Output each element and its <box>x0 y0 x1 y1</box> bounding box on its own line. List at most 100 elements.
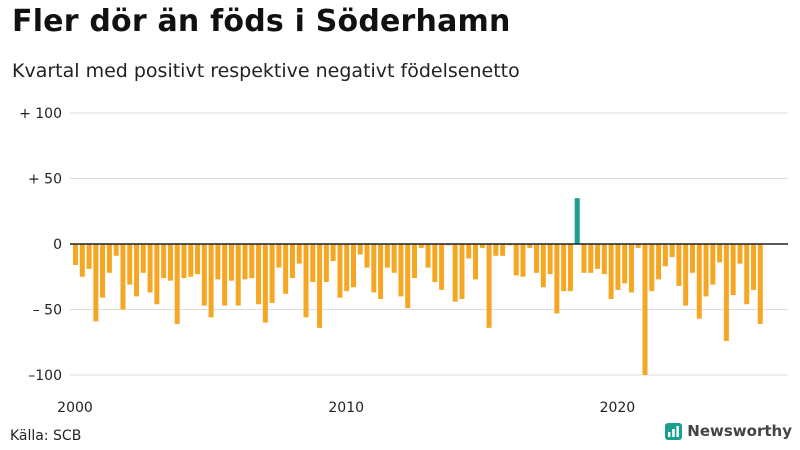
bar-2024-q1 <box>723 244 729 341</box>
bar-2011-q4 <box>391 244 397 273</box>
bar-2017-q1 <box>534 244 540 273</box>
bar-2015-q1 <box>479 244 485 248</box>
bar-2007-q1 <box>262 244 268 323</box>
bar-2021-q1 <box>642 244 648 375</box>
bar-2014-q2 <box>459 244 465 300</box>
bar-2014-q4 <box>473 244 479 280</box>
bar-2002-q3 <box>140 244 146 273</box>
bar-2013-q2 <box>432 244 438 282</box>
bar-2012-q4 <box>418 244 424 248</box>
bar-2021-q3 <box>656 244 662 280</box>
bar-2014-q1 <box>452 244 458 302</box>
bar-2000-q2 <box>79 244 85 277</box>
bar-2020-q2 <box>622 244 628 284</box>
bar-2008-q3 <box>303 244 309 318</box>
bar-2006-q2 <box>242 244 248 280</box>
bar-2005-q1 <box>208 244 214 318</box>
newsworthy-icon <box>665 422 683 440</box>
bar-2018-q3 <box>574 198 580 244</box>
y-tick-label: – 50 <box>33 303 62 319</box>
bar-2021-q4 <box>662 244 668 267</box>
bar-2005-q2 <box>215 244 221 280</box>
bar-2016-q4 <box>527 244 533 248</box>
bar-2000-q4 <box>93 244 99 322</box>
bar-2003-q1 <box>154 244 160 305</box>
bar-2012-q3 <box>412 244 417 279</box>
bar-2018-q2 <box>567 244 573 292</box>
bar-2000-q3 <box>86 244 92 269</box>
bar-2001-q4 <box>120 244 126 310</box>
bar-2022-q3 <box>683 244 689 306</box>
x-axis-ticks: 2000 2010 2020 <box>57 400 635 416</box>
bar-2006-q4 <box>256 244 262 305</box>
bar-2025-q1 <box>751 244 756 290</box>
bar-2012-q1 <box>398 244 404 297</box>
bar-2022-q1 <box>669 244 675 258</box>
bar-2019-q1 <box>588 244 594 273</box>
bar-2024-q3 <box>737 244 743 264</box>
bar-2020-q4 <box>635 244 641 248</box>
bar-2022-q4 <box>689 244 695 273</box>
bar-2014-q3 <box>466 244 472 259</box>
y-tick-label: + 50 <box>28 172 62 188</box>
bar-2009-q2 <box>323 244 329 282</box>
bar-2004-q1 <box>181 244 187 279</box>
y-axis-ticks: + 100 + 50 0 – 50 –100 <box>19 106 62 384</box>
bar-2003-q2 <box>161 244 167 279</box>
brand-logo[interactable]: Newsworthy <box>665 422 792 440</box>
brand-name: Newsworthy <box>687 422 792 440</box>
bar-2011-q2 <box>378 244 384 300</box>
bar-2011-q1 <box>371 244 377 293</box>
bar-2008-q2 <box>296 244 302 264</box>
bar-2024-q2 <box>730 244 736 296</box>
bar-2023-q4 <box>717 244 723 263</box>
bar-2020-q3 <box>628 244 634 293</box>
bar-2010-q3 <box>357 244 363 255</box>
bar-2011-q3 <box>384 244 390 268</box>
bar-2016-q2 <box>513 244 519 276</box>
bar-2019-q3 <box>601 244 607 275</box>
y-tick-label: –100 <box>28 368 62 384</box>
x-tick-label: 2010 <box>328 400 364 416</box>
bar-2001-q2 <box>106 244 112 273</box>
bar-2001-q3 <box>113 244 119 256</box>
bar-2009-q3 <box>330 244 336 262</box>
bar-2017-q3 <box>547 244 553 275</box>
bar-2013-q3 <box>439 244 445 290</box>
bar-2024-q4 <box>744 244 750 305</box>
bar-2004-q4 <box>201 244 207 306</box>
x-tick-label: 2000 <box>57 400 93 416</box>
bar-2007-q4 <box>283 244 289 294</box>
bar-2000-q1 <box>73 244 78 265</box>
bar-2018-q1 <box>561 244 567 292</box>
bar-2001-q1 <box>100 244 106 298</box>
bar-2002-q1 <box>127 244 133 285</box>
bar-2010-q4 <box>364 244 370 268</box>
bar-2005-q4 <box>228 244 234 281</box>
chart-title: Fler dör än föds i Söderhamn <box>12 4 511 39</box>
bar-2017-q2 <box>540 244 546 288</box>
bar-2007-q3 <box>276 244 282 268</box>
bar-2003-q4 <box>174 244 180 324</box>
bar-2015-q2 <box>486 244 492 328</box>
bar-2002-q2 <box>134 244 140 297</box>
bar-2025-q2 <box>757 244 763 324</box>
bar-2021-q2 <box>649 244 655 292</box>
chart-subtitle: Kvartal med positivt respektive negativt… <box>12 60 520 82</box>
bar-2017-q4 <box>554 244 560 314</box>
bar-2016-q3 <box>520 244 526 277</box>
x-tick-label: 2020 <box>600 400 636 416</box>
bar-2004-q3 <box>195 244 201 275</box>
bar-2023-q1 <box>696 244 702 319</box>
bars <box>73 198 763 375</box>
bar-2010-q1 <box>344 244 350 292</box>
bar-2019-q4 <box>608 244 614 300</box>
bar-2007-q2 <box>269 244 275 303</box>
gridlines <box>70 112 788 376</box>
bar-2006-q1 <box>235 244 241 306</box>
bar-2005-q3 <box>222 244 228 306</box>
bar-2019-q2 <box>595 244 601 269</box>
bar-2023-q2 <box>703 244 709 297</box>
bar-2002-q4 <box>147 244 153 293</box>
